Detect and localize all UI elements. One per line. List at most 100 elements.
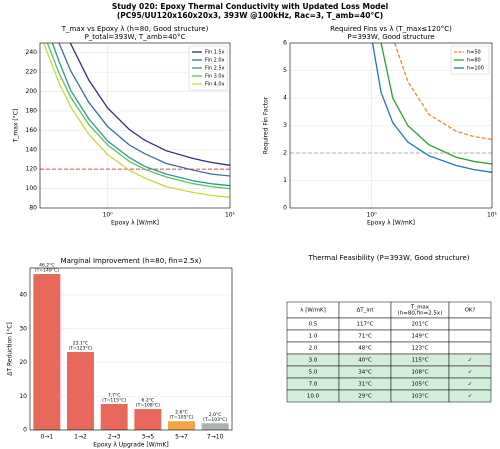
y-tick-label: 20 — [19, 359, 27, 366]
cell-text: 201°C — [411, 322, 428, 328]
series-line — [58, 43, 230, 177]
bar-annotation: (T=149°C) — [35, 268, 59, 274]
x-tick-label: 10⁰ — [367, 212, 378, 219]
cell-text: 5.0 — [309, 370, 318, 376]
series-line — [393, 43, 492, 140]
legend-label: h=50 — [467, 50, 481, 56]
cell-text: 7.0 — [309, 382, 318, 388]
bar — [168, 421, 195, 430]
x-tick-label: 10⁰ — [103, 212, 114, 219]
x-tick-label: 2→3 — [108, 434, 121, 441]
x-axis-label: Epoxy λ [W/mK] — [367, 220, 415, 227]
series-line — [51, 43, 230, 187]
x-axis-label: Epoxy λ [W/mK] — [111, 220, 159, 227]
y-tick-label: 160 — [26, 127, 38, 134]
cell-text: 2.0 — [309, 346, 318, 352]
y-tick-label: 80 — [29, 205, 37, 212]
cell-text: ✓ — [468, 394, 473, 400]
x-tick-label: 7→10 — [207, 434, 224, 441]
series-line — [371, 43, 492, 173]
y-tick-label: 5 — [283, 67, 287, 74]
x-tick-label: 0→1 — [40, 434, 53, 441]
y-tick-label: 100 — [26, 185, 38, 192]
legend-label: h=100 — [467, 66, 484, 72]
bar — [201, 423, 229, 430]
cell-text: ✓ — [468, 358, 473, 364]
cell-text: 103°C — [411, 394, 428, 400]
y-tick-label: 6 — [283, 40, 287, 47]
value-label: 2.0°C — [209, 412, 222, 418]
table-cell — [448, 329, 492, 343]
chart-title: Marginal Improvement (h=80, fin=2.5x) — [61, 257, 202, 265]
plot-frame — [29, 267, 233, 431]
bar — [33, 274, 61, 430]
cell-text: 71°C — [358, 334, 372, 340]
plot-frame — [39, 42, 231, 209]
cell-text: 1.0 — [309, 334, 318, 340]
table-title: Thermal Feasibility (P=393W, Good struct… — [308, 254, 470, 262]
x-tick-label: 3→5 — [141, 434, 154, 441]
legend-label: h=80 — [467, 58, 481, 64]
chart-title: Required Fins vs λ (T_max≤120°C) — [330, 25, 452, 33]
value-label: 7.7°C — [108, 393, 121, 399]
cell-text: 34°C — [358, 370, 372, 376]
bar — [134, 409, 162, 430]
cell-text: 10.0 — [307, 394, 320, 400]
value-label: 46.2°C — [39, 263, 54, 269]
y-tick-label: 200 — [26, 88, 38, 95]
bar-annotation: (T=103°C) — [203, 417, 227, 423]
y-tick-label: 4 — [283, 95, 287, 102]
cell-text: 40°C — [358, 358, 372, 364]
bar-annotation: (T=115°C) — [102, 398, 126, 404]
value-label: 2.6°C — [175, 410, 188, 416]
y-tick-label: 0 — [23, 427, 27, 434]
cell-text: 48°C — [358, 346, 372, 352]
header-text: T_max — [410, 305, 430, 311]
series-line — [43, 43, 230, 198]
legend-label: Fin 2.5x — [205, 66, 225, 72]
chart-title: T_max vs Epoxy λ (h=80, Good structure) — [61, 25, 209, 33]
y-axis-label: T_max [°C] — [13, 109, 20, 144]
y-tick-label: 120 — [26, 166, 38, 173]
y-tick-label: 0 — [283, 205, 287, 212]
legend-label: Fin 4.0x — [205, 82, 225, 88]
cell-text: 117°C — [356, 322, 373, 328]
y-axis-label: Required Fin Factor — [263, 96, 270, 154]
y-tick-label: 30 — [19, 325, 27, 332]
x-tick-label: 10¹ — [225, 212, 236, 219]
y-tick-label: 10 — [19, 393, 27, 400]
series-line — [69, 43, 230, 166]
x-tick-label: 1→2 — [74, 434, 87, 441]
y-tick-label: 1 — [283, 177, 287, 184]
x-axis-label: Epoxy λ Upgrade [W/mK] — [93, 442, 169, 449]
bar — [100, 404, 128, 430]
legend-label: Fin 3.0x — [205, 74, 225, 80]
header-text: ΔT_int — [356, 308, 374, 314]
chart-subtitle: P_total=393W, T_amb=40°C — [85, 33, 186, 41]
y-tick-label: 220 — [26, 69, 38, 76]
cell-text: 105°C — [411, 382, 428, 388]
bar-annotation: (T=123°C) — [68, 346, 92, 352]
cell-text: 3.0 — [309, 358, 318, 364]
legend-label: Fin 2.0x — [205, 58, 225, 64]
y-axis-label: ΔT Reduction [°C] — [7, 322, 14, 375]
y-tick-label: 2 — [283, 150, 287, 157]
cell-text: 115°C — [411, 358, 428, 364]
y-tick-label: 3 — [283, 122, 287, 129]
cell-text: 0.5 — [309, 322, 318, 328]
table-cell — [448, 389, 492, 403]
legend-label: Fin 1.5x — [205, 50, 225, 56]
bar — [67, 352, 94, 430]
chart-subtitle: P=393W, Good structure — [347, 33, 434, 41]
cell-text: 29°C — [358, 394, 372, 400]
y-tick-label: 40 — [19, 292, 27, 299]
bar-annotation: (T=105°C) — [169, 415, 193, 421]
table-cell — [448, 341, 492, 355]
x-tick-label: 5→7 — [175, 434, 188, 441]
y-tick-label: 140 — [26, 146, 38, 153]
value-label: 6.2°C — [142, 398, 155, 404]
table-cell — [448, 317, 492, 331]
cell-text: ✓ — [468, 370, 473, 376]
header-text: (h=80,fin=2.5x) — [398, 311, 443, 317]
y-tick-label: 240 — [26, 49, 38, 56]
